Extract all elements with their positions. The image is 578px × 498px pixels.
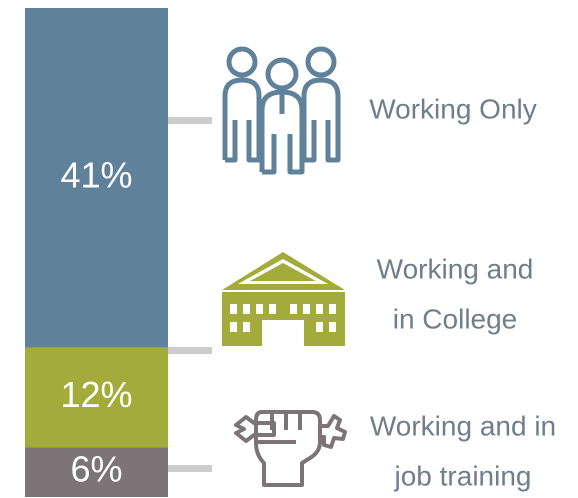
training-icon <box>234 410 347 487</box>
bar-segment <box>25 447 168 497</box>
connector <box>168 117 212 124</box>
people-icon <box>222 46 341 175</box>
category-label: in College <box>393 303 518 334</box>
category-label: job training <box>394 460 532 491</box>
bar-segment <box>25 8 168 348</box>
bar-segment <box>25 347 168 448</box>
value-label: 12% <box>60 374 132 415</box>
value-label: 41% <box>60 154 132 195</box>
connector <box>168 465 212 472</box>
category-label: Working and in <box>370 410 556 441</box>
connector <box>168 347 212 354</box>
college-icon <box>222 252 345 346</box>
category-label: Working and <box>377 253 534 284</box>
value-label: 6% <box>70 449 122 490</box>
category-label: Working Only <box>369 93 537 124</box>
